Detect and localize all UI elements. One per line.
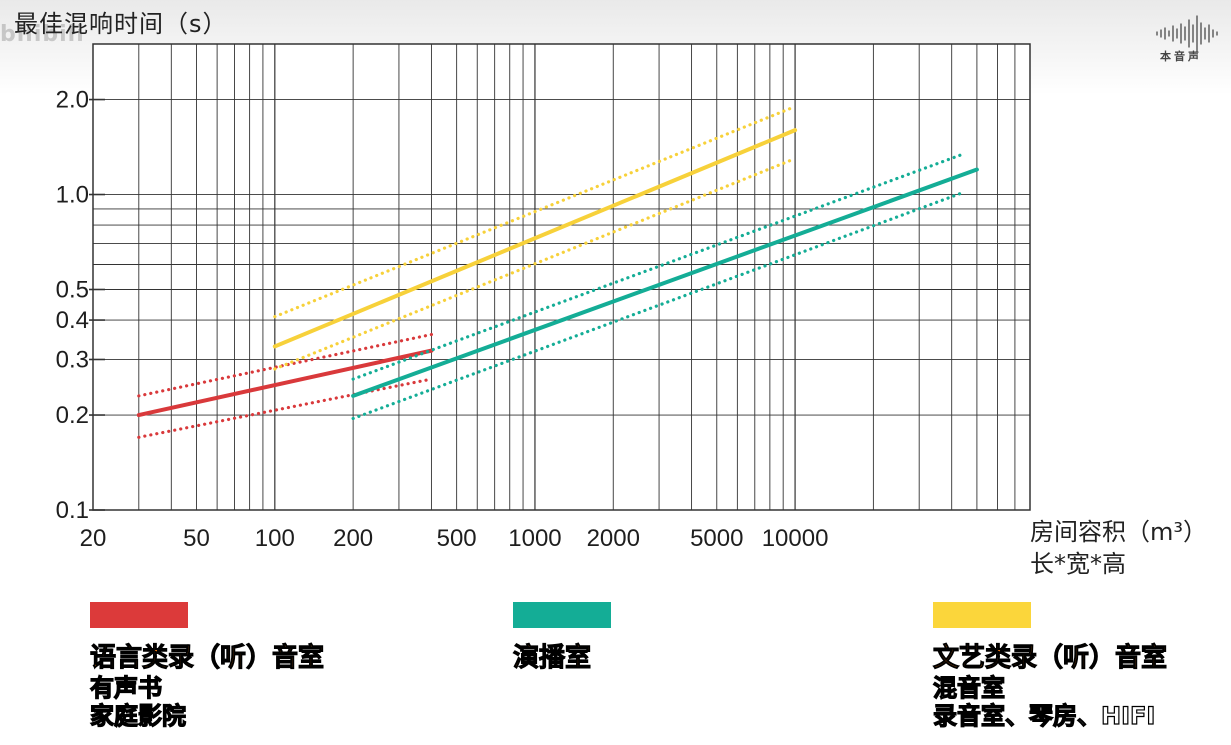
plot-area bbox=[92, 43, 1031, 511]
y-tick-label: 0.3 bbox=[56, 346, 89, 373]
legend-desc: 家庭影院 bbox=[89, 701, 186, 730]
legend-speech-studio: 语言类录（听）音室 有声书 家庭影院 bbox=[89, 602, 325, 731]
series-line-1 bbox=[137, 332, 434, 398]
legend-swatch-teal bbox=[513, 602, 611, 628]
legend-title: 文艺类录（听）音室 bbox=[932, 643, 1168, 674]
y-tick-label: 0.1 bbox=[56, 497, 89, 524]
x-tick-label: 20 bbox=[80, 525, 107, 552]
series-line-6 bbox=[272, 128, 798, 349]
tick-labels: 20 50 100 200 500 1000 2000 5000 10000 0.1 0.2 0.3 0… bbox=[56, 87, 829, 552]
series-line-4 bbox=[351, 151, 967, 381]
series-layer bbox=[136, 104, 979, 439]
y-tick-label: 1.0 bbox=[56, 182, 89, 209]
logo-text: 本音声 bbox=[1160, 50, 1202, 63]
legend-title: 演播室 bbox=[513, 643, 592, 674]
legend-desc: 有声书 bbox=[89, 673, 162, 702]
series-line-8 bbox=[273, 156, 797, 371]
x-tick-label: 10000 bbox=[762, 525, 829, 552]
x-tick-label: 50 bbox=[183, 525, 210, 552]
legend-swatch-yellow bbox=[933, 602, 1031, 628]
series-line-2 bbox=[137, 377, 434, 439]
series-line-7 bbox=[273, 104, 797, 319]
legend-desc: 录音室、琴房、HIFI bbox=[932, 701, 1156, 730]
x-tick-label: 100 bbox=[255, 525, 295, 552]
x-tick-label: 200 bbox=[333, 525, 373, 552]
series-line-0 bbox=[136, 348, 434, 418]
y-tick-label: 0.2 bbox=[56, 402, 89, 429]
x-axis-sublabel: 长*宽*高 bbox=[1030, 550, 1126, 578]
y-axis-title: 最佳混响时间（s） bbox=[14, 10, 228, 38]
audio-waveform-logo-icon bbox=[1156, 15, 1218, 52]
y-tick-label: 2.0 bbox=[56, 87, 89, 114]
y-tick-label: 0.5 bbox=[56, 276, 89, 303]
legend-music-studio: 文艺类录（听）音室 混音室 录音室、琴房、HIFI bbox=[932, 602, 1168, 731]
x-tick-label: 2000 bbox=[587, 525, 640, 552]
x-axis-title: 房间容积（m³） 长*宽*高 bbox=[1030, 516, 1207, 580]
legend-title: 语言类录（听）音室 bbox=[89, 643, 325, 674]
legend-desc: 混音室 bbox=[932, 673, 1005, 702]
legend-broadcast-studio: 演播室 bbox=[513, 602, 611, 674]
series-line-3 bbox=[351, 167, 979, 398]
y-tick-label: 0.4 bbox=[56, 307, 89, 334]
series-line-5 bbox=[351, 190, 967, 421]
legend-swatch-red bbox=[90, 602, 188, 628]
x-tick-label: 1000 bbox=[508, 525, 561, 552]
x-tick-label: 500 bbox=[437, 525, 477, 552]
bilibili-watermark: bilibili bbox=[0, 22, 85, 47]
reverberation-chart: 20 50 100 200 500 1000 2000 5000 10000 0.1 0.2 0.3 0… bbox=[56, 43, 1031, 552]
x-tick-label: 5000 bbox=[690, 525, 743, 552]
x-axis-label: 房间容积（m³） bbox=[1030, 518, 1207, 546]
